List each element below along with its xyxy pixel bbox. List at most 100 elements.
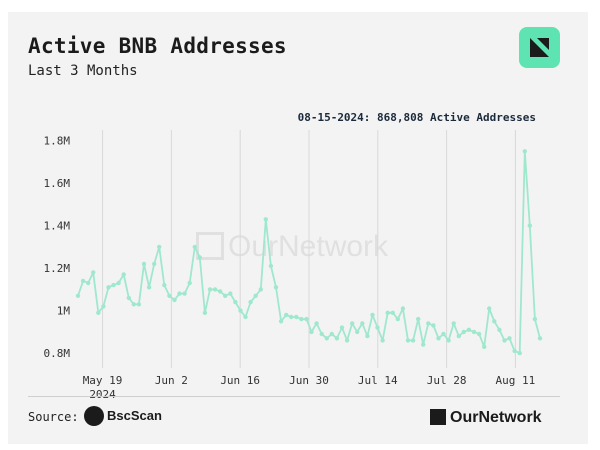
data-point: [299, 316, 304, 322]
data-point: [507, 336, 512, 341]
data-point: [532, 316, 538, 322]
x-tick-label: May 19: [83, 374, 123, 387]
data-point: [476, 331, 482, 337]
data-point: [314, 321, 319, 326]
data-point: [350, 321, 355, 326]
data-point: [537, 336, 543, 341]
data-point: [497, 327, 502, 332]
series-active-addresses: [75, 149, 543, 356]
data-point: [91, 270, 96, 275]
data-point: [527, 223, 532, 228]
data-point: [395, 316, 400, 322]
chart-annotation: 08-15-2024: 868,808 Active Addresses: [297, 111, 536, 124]
data-point: [187, 280, 192, 286]
data-point: [405, 338, 411, 343]
chart-title: Active BNB Addresses: [28, 34, 287, 58]
data-point: [207, 287, 213, 292]
data-point: [329, 331, 334, 337]
data-point: [228, 291, 233, 296]
data-point: [248, 299, 253, 305]
brand-footer-text: OurNetwork: [450, 409, 542, 426]
source-label: Source:: [28, 410, 79, 424]
data-point: [431, 323, 436, 328]
data-point: [309, 329, 314, 335]
data-point: [360, 321, 365, 326]
data-point: [456, 333, 461, 339]
data-point: [177, 291, 182, 296]
data-point: [421, 342, 426, 347]
data-point: [172, 297, 177, 303]
x-tick-label: Jul 14: [358, 374, 398, 387]
ournetwork-logo-icon: [519, 27, 560, 68]
data-point: [355, 329, 360, 335]
data-point: [446, 338, 451, 343]
data-point: [157, 244, 162, 250]
data-point: [80, 278, 86, 284]
data-point: [319, 331, 324, 337]
data-point: [273, 285, 279, 290]
data-point: [167, 293, 172, 298]
data-point: [294, 314, 299, 320]
data-point: [152, 261, 157, 267]
data-point: [334, 336, 340, 341]
data-point: [502, 338, 507, 343]
data-point: [121, 272, 126, 277]
x-tick-sublabel: 2024: [89, 388, 116, 401]
data-point: [111, 282, 116, 288]
data-point: [426, 321, 431, 326]
data-point: [116, 280, 121, 286]
data-point: [263, 217, 268, 222]
x-tick-label: Jun 30: [289, 374, 329, 387]
data-point: [370, 312, 375, 318]
data-point: [390, 310, 395, 315]
data-point: [284, 312, 289, 318]
data-point: [141, 261, 147, 267]
data-point: [512, 348, 517, 354]
data-point: [126, 295, 131, 301]
data-point: [243, 314, 248, 320]
data-point: [416, 316, 421, 322]
data-point: [233, 299, 238, 305]
data-point: [380, 338, 385, 343]
data-point: [487, 306, 492, 311]
data-point: [182, 291, 187, 296]
data-point: [218, 289, 223, 294]
data-point: [441, 331, 446, 337]
data-point: [289, 314, 294, 320]
y-tick-label: 1.2M: [44, 262, 71, 275]
data-point: [197, 255, 202, 260]
data-point: [75, 293, 81, 298]
y-tick-label: 1.4M: [44, 220, 71, 233]
data-point: [492, 319, 497, 324]
data-point: [339, 325, 345, 330]
data-point: [238, 308, 243, 313]
x-tick-label: Jul 28: [427, 374, 467, 387]
y-tick-label: 1M: [57, 305, 71, 318]
data-point: [131, 302, 136, 307]
data-point: [192, 244, 197, 250]
data-point: [278, 319, 284, 324]
data-point: [106, 285, 111, 290]
data-point: [253, 293, 258, 298]
data-point: [212, 287, 218, 292]
watermark-logo-icon: [196, 232, 224, 260]
x-tick-label: Jun 16: [220, 374, 260, 387]
chart-subtitle: Last 3 Months: [28, 63, 138, 79]
data-point: [471, 329, 477, 335]
data-point: [522, 149, 527, 154]
data-point: [436, 336, 441, 341]
data-point: [324, 336, 329, 341]
data-point: [86, 280, 91, 286]
data-point: [101, 304, 106, 309]
data-point: [136, 302, 142, 307]
x-tick-label: Aug 11: [496, 374, 536, 387]
data-point: [466, 327, 472, 332]
grid-lines: [102, 130, 516, 368]
data-point: [146, 285, 152, 290]
data-point: [162, 282, 167, 288]
data-point: [482, 344, 487, 349]
brand-footer-icon: [430, 409, 446, 425]
chart-card: [8, 12, 588, 444]
